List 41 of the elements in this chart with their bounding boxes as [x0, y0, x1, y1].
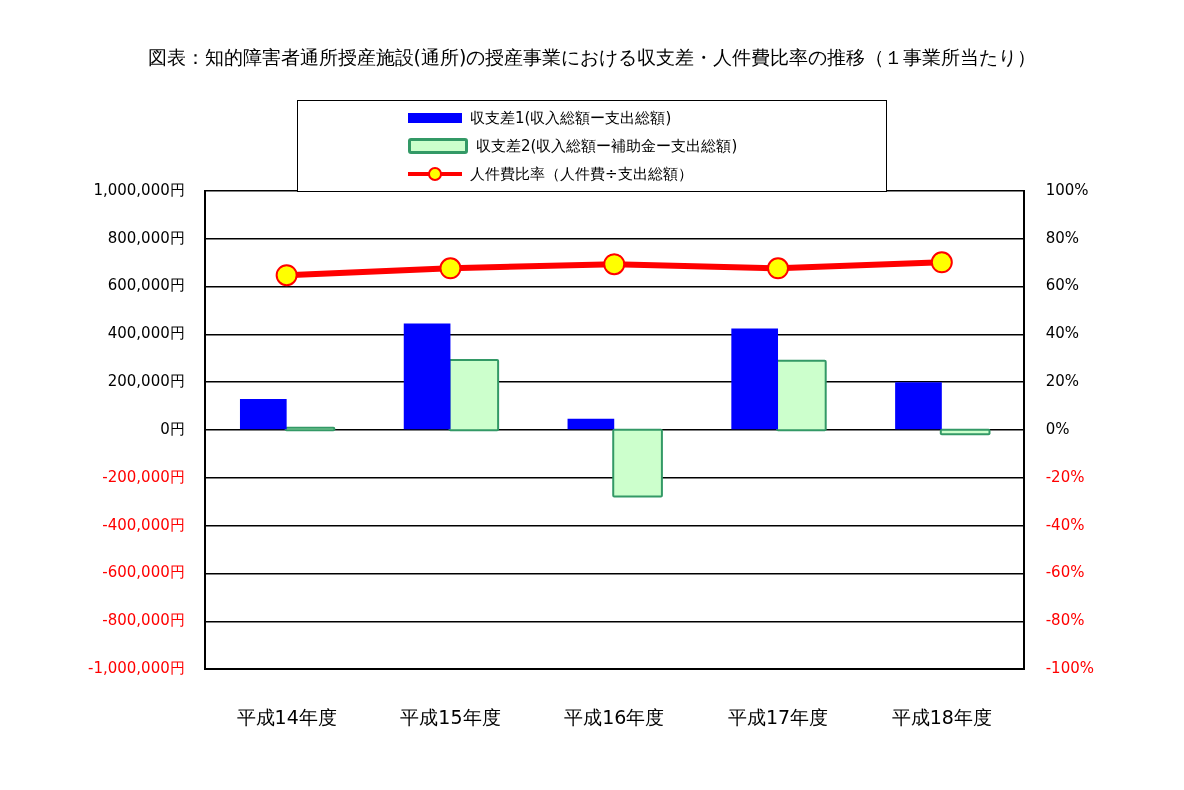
legend-label: 収支差2(収入総額ー補助金ー支出総額)	[476, 136, 738, 156]
point	[439, 257, 462, 280]
x-tick-label: 平成17年度	[727, 705, 829, 728]
legend-label: 収支差1(収入総額ー支出総額)	[470, 108, 672, 128]
y-tick-label: 1,000,000円	[93, 180, 185, 199]
y-tick-label: 600,000円	[107, 276, 185, 295]
y2-tick-label: -80%	[1045, 611, 1085, 630]
y-tick-label: 400,000円	[107, 324, 185, 343]
bar	[403, 323, 451, 430]
y2-tick-label: 20%	[1045, 372, 1080, 391]
y2-tick-label: 40%	[1045, 324, 1080, 343]
y2-tick-label: 0%	[1045, 419, 1070, 438]
y-tick-label: 800,000円	[107, 228, 185, 247]
x-tick-label: 平成15年度	[400, 705, 501, 728]
bar	[239, 398, 287, 430]
x-tick-label: 平成18年度	[891, 705, 992, 728]
y-tick-label: -1,000,000円	[87, 659, 185, 678]
chart-title: 図表：知的障害者通所授産施設(通所)の授産事業における収支差・人件費比率の推移（１事業所当たり）	[147, 46, 1037, 69]
y-tick-label: 0円	[160, 419, 185, 438]
y2-tick-label: 100%	[1045, 180, 1089, 199]
x-tick-label: 平成16年度	[564, 705, 665, 728]
x-tick-label: 平成14年度	[236, 705, 337, 728]
bar	[567, 418, 615, 430]
y2-tick-label: -20%	[1045, 467, 1085, 486]
y-tick-label: -600,000円	[102, 563, 185, 582]
y-tick-label: 200,000円	[107, 372, 185, 391]
legend-label: 人件費比率（人件費÷支出総額）	[470, 164, 693, 184]
y-tick-label: -800,000円	[102, 611, 185, 630]
point	[930, 251, 953, 274]
point	[275, 264, 298, 287]
point	[767, 257, 790, 280]
y2-tick-label: -40%	[1045, 515, 1085, 534]
y-tick-label: -400,000円	[102, 515, 185, 534]
y2-tick-label: 80%	[1045, 228, 1080, 247]
y2-tick-label: 60%	[1045, 276, 1080, 295]
bar	[895, 382, 942, 430]
y-tick-label: -200,000円	[102, 467, 185, 486]
y2-tick-label: -100%	[1045, 659, 1094, 678]
bar	[731, 328, 779, 430]
y2-tick-label: -60%	[1045, 563, 1085, 582]
point	[603, 253, 626, 276]
